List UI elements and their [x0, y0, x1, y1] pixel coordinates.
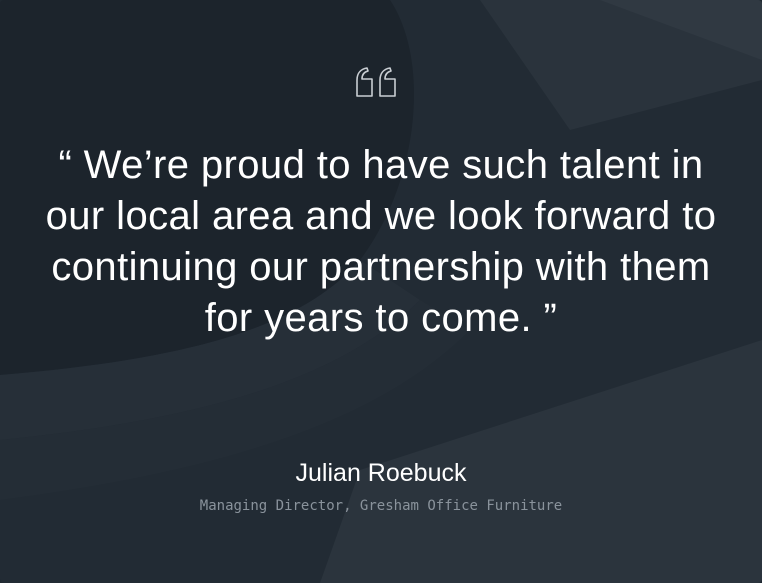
- quote-marks-icon: [356, 67, 396, 97]
- author-role: Managing Director, Gresham Office Furnit…: [199, 498, 563, 514]
- testimonial-quote: “ We’re proud to have such talent in our…: [45, 143, 717, 340]
- author-name: Julian Roebuck: [295, 459, 467, 487]
